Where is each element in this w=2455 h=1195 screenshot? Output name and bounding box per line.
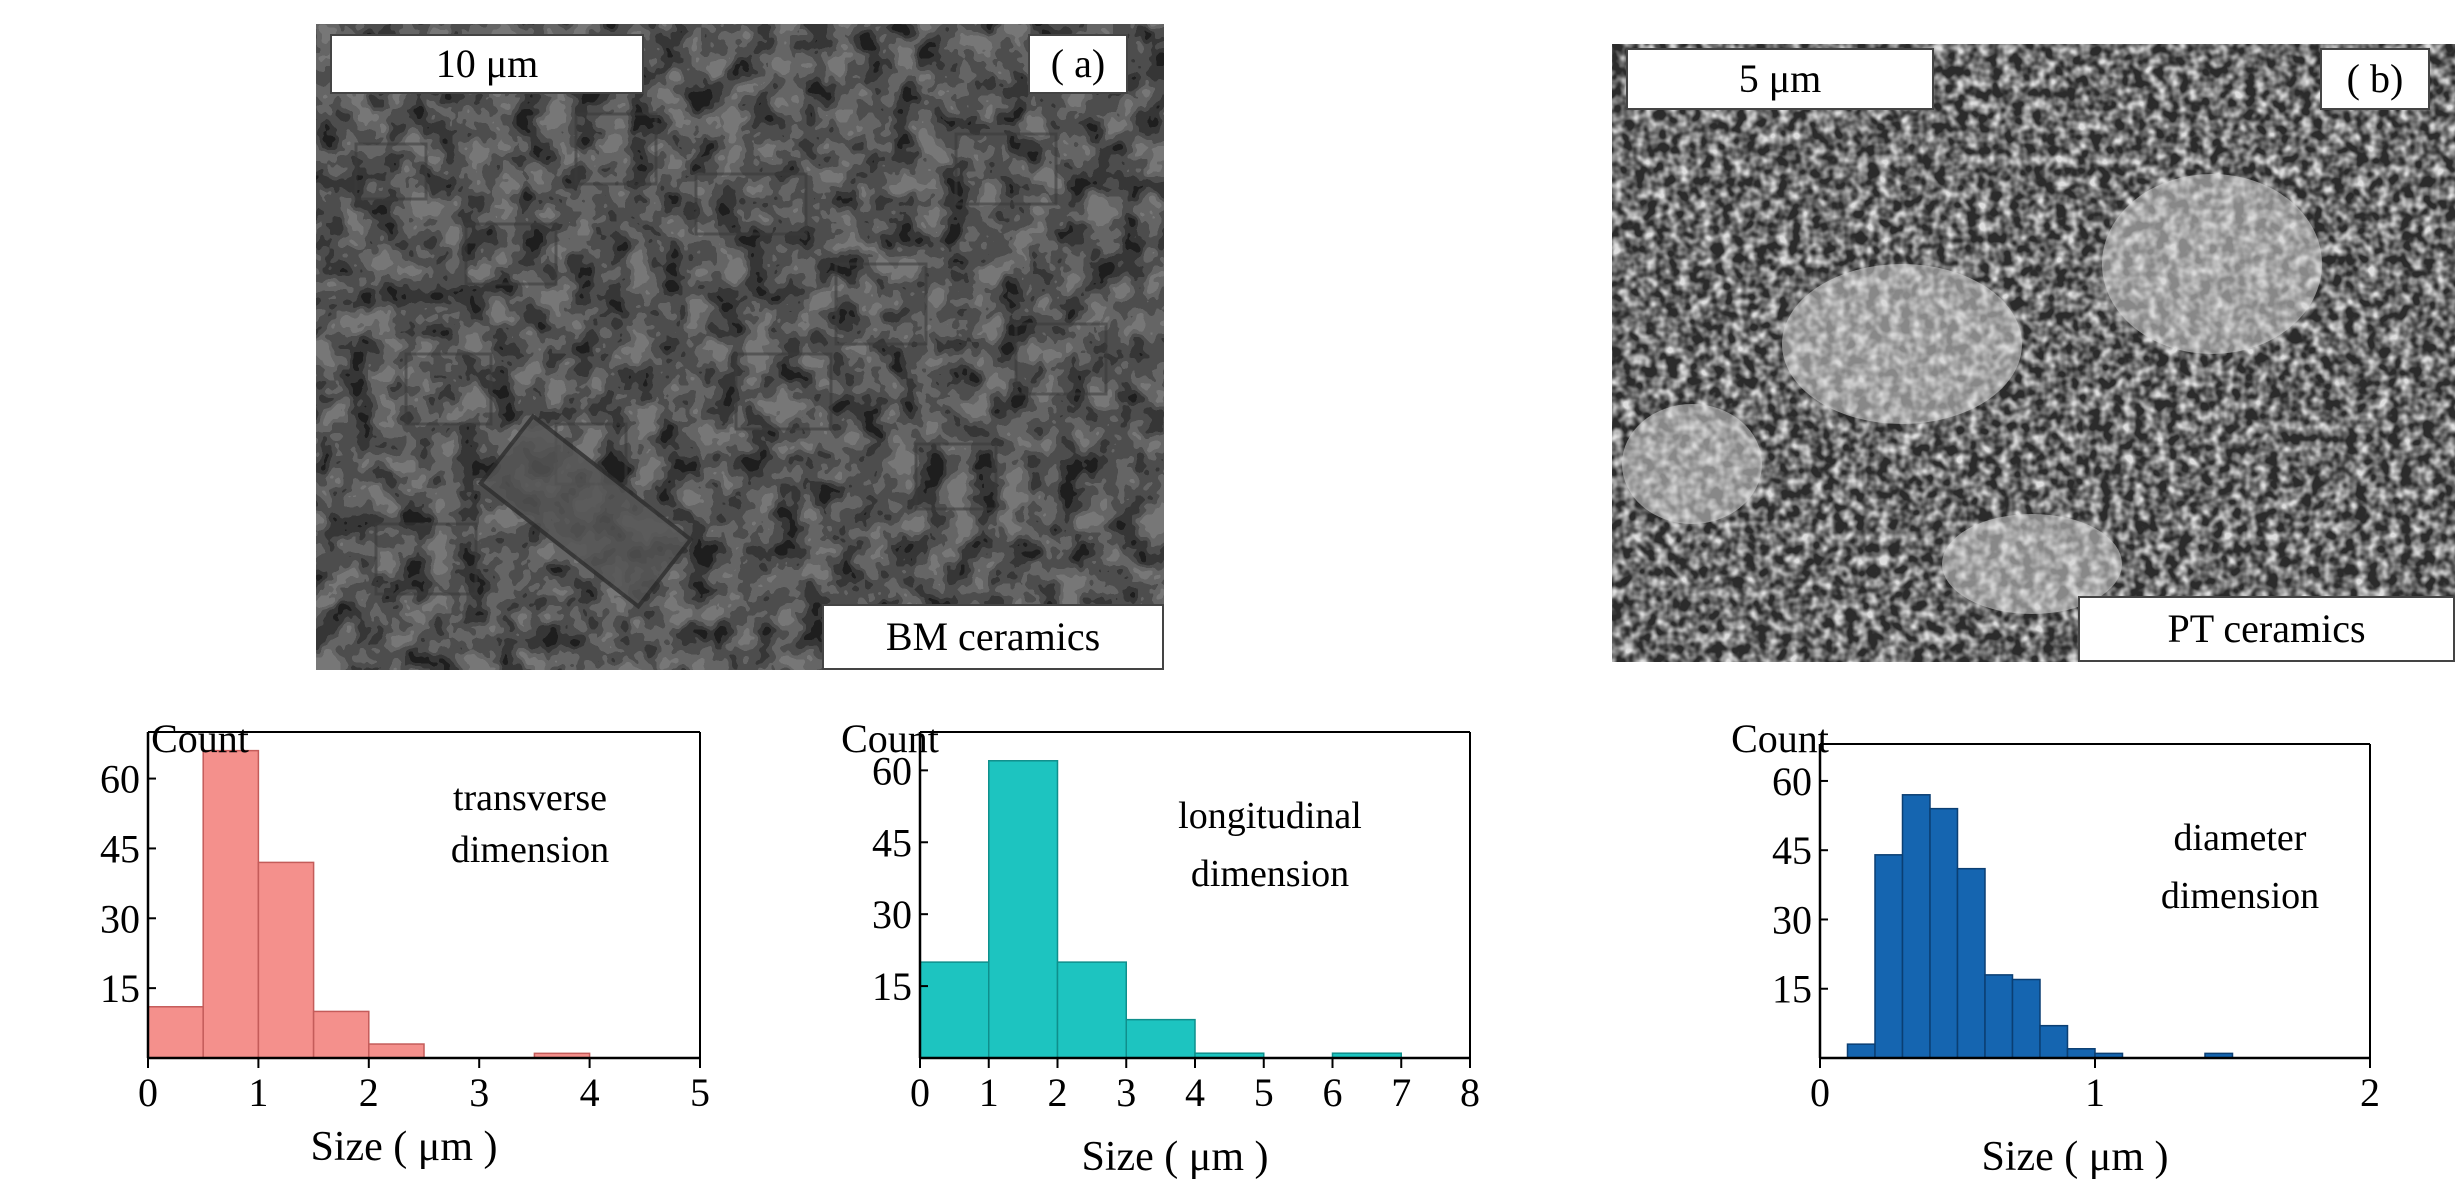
chart-annotation: dimension bbox=[451, 829, 609, 871]
histogram-diameter: 0 1 2 15 30 45 60 Count Size ( μm ) diameter dimen… bbox=[1650, 700, 2455, 1190]
sem-image-pt: 5 μm ( b) PT ceramics bbox=[1612, 44, 2455, 662]
x-tick-label: 3 bbox=[469, 1070, 489, 1115]
scale-bar-label: 10 μm bbox=[330, 34, 644, 94]
histogram-bar bbox=[368, 1043, 425, 1059]
chart-annotation: diameter bbox=[2174, 817, 2307, 859]
x-tick-label: 2 bbox=[2360, 1070, 2380, 1115]
x-tick-label: 2 bbox=[359, 1070, 379, 1115]
x-tick-label: 2 bbox=[1048, 1070, 1068, 1115]
histogram-bar bbox=[1125, 1018, 1196, 1059]
x-tick-label: 5 bbox=[690, 1070, 710, 1115]
x-tick-label: 5 bbox=[1254, 1070, 1274, 1115]
histogram-bar bbox=[1956, 867, 1986, 1059]
y-tick-label: 30 bbox=[1772, 897, 1812, 942]
x-tick-label: 7 bbox=[1391, 1070, 1411, 1115]
chart-annotation: dimension bbox=[2161, 875, 2319, 917]
histogram-bar bbox=[919, 961, 990, 1059]
x-axis-label: Size ( μm ) bbox=[311, 1124, 498, 1170]
y-tick-label: 60 bbox=[100, 757, 140, 802]
histogram-bar bbox=[2066, 1048, 2096, 1059]
histogram-bar bbox=[2039, 1024, 2069, 1059]
x-tick-label: 3 bbox=[1116, 1070, 1136, 1115]
sem-texture-bm bbox=[316, 24, 1164, 670]
histogram-bar bbox=[1874, 854, 1904, 1059]
x-tick-label: 6 bbox=[1323, 1070, 1343, 1115]
histogram-bar bbox=[147, 1006, 204, 1059]
y-tick-label: 30 bbox=[100, 896, 140, 941]
x-tick-label: 0 bbox=[138, 1070, 158, 1115]
y-tick-label: 60 bbox=[872, 748, 912, 793]
x-tick-label: 0 bbox=[1810, 1070, 1830, 1115]
histogram-bar bbox=[1984, 974, 2014, 1059]
histogram-longitudinal: 0 1 2 3 4 5 6 7 8 15 30 45 60 Count Size ( μm ) longitu… bbox=[780, 700, 1520, 1190]
chart-annotation: longitudinal bbox=[1178, 795, 1362, 837]
y-axis-label: Count bbox=[1731, 716, 1829, 761]
x-tick-label: 1 bbox=[248, 1070, 268, 1115]
histogram-bar bbox=[1901, 794, 1931, 1059]
histogram-bar bbox=[988, 760, 1059, 1059]
x-tick-label: 1 bbox=[2085, 1070, 2105, 1115]
y-tick-label: 15 bbox=[100, 966, 140, 1011]
histogram-bar bbox=[257, 861, 315, 1059]
y-tick-label: 45 bbox=[872, 820, 912, 865]
histogram-bar bbox=[1846, 1043, 1876, 1059]
panel-label: ( a) bbox=[1028, 34, 1128, 94]
x-tick-label: 0 bbox=[910, 1070, 930, 1115]
x-axis-label: Size ( μm ) bbox=[1982, 1134, 2169, 1180]
x-axis-label: Size ( μm ) bbox=[1082, 1134, 1269, 1180]
material-label: PT ceramics bbox=[2078, 596, 2455, 662]
x-tick-label: 4 bbox=[1185, 1070, 1205, 1115]
histogram-bar bbox=[2011, 978, 2041, 1059]
histogram-bar bbox=[312, 1010, 370, 1059]
y-tick-label: 15 bbox=[872, 964, 912, 1009]
panel-label: ( b) bbox=[2320, 48, 2430, 110]
y-tick-label: 60 bbox=[1772, 759, 1812, 804]
y-tick-label: 30 bbox=[872, 892, 912, 937]
y-axis-label: Count bbox=[151, 716, 249, 761]
y-tick-label: 45 bbox=[100, 826, 140, 871]
y-tick-label: 15 bbox=[1772, 967, 1812, 1012]
chart-annotation: transverse bbox=[453, 777, 607, 819]
histogram-bar bbox=[1929, 807, 1959, 1059]
histogram-bar bbox=[202, 749, 260, 1059]
x-tick-label: 8 bbox=[1460, 1070, 1480, 1115]
x-tick-label: 4 bbox=[580, 1070, 600, 1115]
histogram-bar bbox=[1056, 961, 1127, 1059]
scale-bar-label: 5 μm bbox=[1626, 48, 1934, 110]
y-axis-label: Count bbox=[841, 716, 939, 761]
material-label: BM ceramics bbox=[822, 604, 1164, 670]
sem-image-bm: 10 μm ( a) BM ceramics bbox=[316, 24, 1164, 670]
x-tick-label: 1 bbox=[979, 1070, 999, 1115]
y-tick-label: 45 bbox=[1772, 828, 1812, 873]
histogram-transverse: 0 1 2 3 4 5 15 30 45 60 Count Size ( μm ) transverse… bbox=[0, 700, 760, 1190]
chart-annotation: dimension bbox=[1191, 853, 1349, 895]
sem-texture-pt bbox=[1612, 44, 2455, 662]
